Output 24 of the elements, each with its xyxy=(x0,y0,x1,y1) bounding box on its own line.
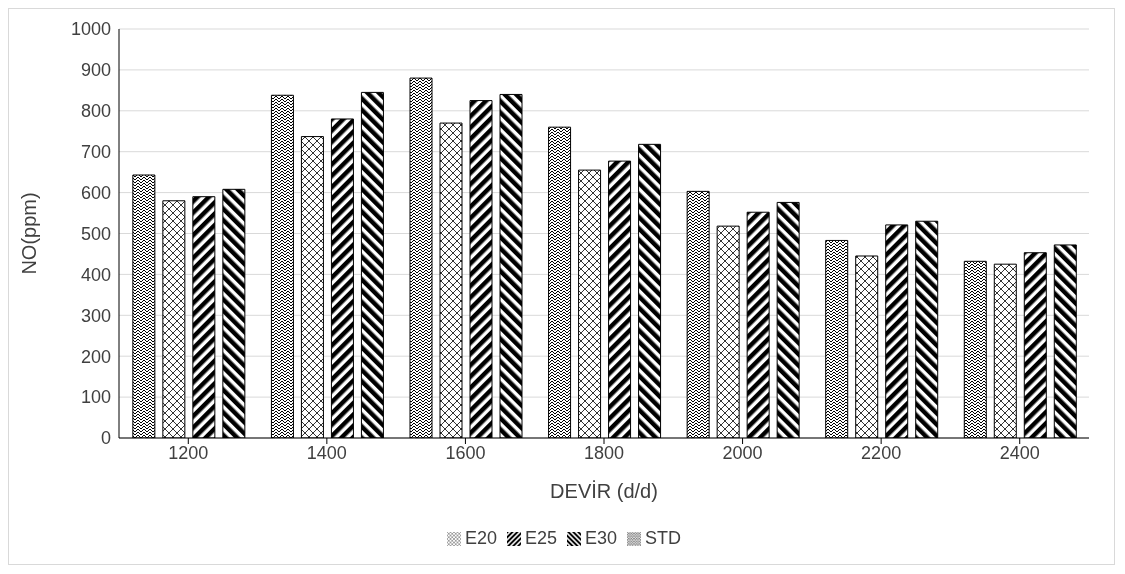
y-tick-label: 400 xyxy=(80,264,111,285)
x-tick-label: 1200 xyxy=(168,442,209,463)
y-axis-title: NO(ppm) xyxy=(18,192,41,275)
y-tick-label: 300 xyxy=(80,305,111,326)
legend-label: E20 xyxy=(464,528,497,548)
legend-label: E30 xyxy=(585,528,618,548)
x-tick-label: 2200 xyxy=(861,442,902,463)
y-tick-label: 600 xyxy=(80,182,111,203)
legend-label: E25 xyxy=(524,528,558,548)
y-tick-label: 900 xyxy=(80,60,111,81)
x-tick-label: 2400 xyxy=(999,442,1040,463)
y-tick-label: 800 xyxy=(80,101,111,122)
x-tick-label: 1400 xyxy=(306,442,347,463)
legend-label: STD xyxy=(645,528,682,548)
x-axis-title: DEVİR (d/d) xyxy=(550,480,658,502)
y-tick-label: 100 xyxy=(80,387,111,408)
x-tick-label: 2000 xyxy=(722,442,763,463)
y-tick-label: 0 xyxy=(100,428,111,449)
y-tick-label: 500 xyxy=(80,223,111,244)
y-tick-label: 200 xyxy=(80,346,111,367)
x-tick-label: 1600 xyxy=(445,442,486,463)
x-tick-label: 1800 xyxy=(583,442,625,463)
y-tick-label: 1000 xyxy=(70,19,111,40)
y-tick-label: 700 xyxy=(80,142,111,163)
